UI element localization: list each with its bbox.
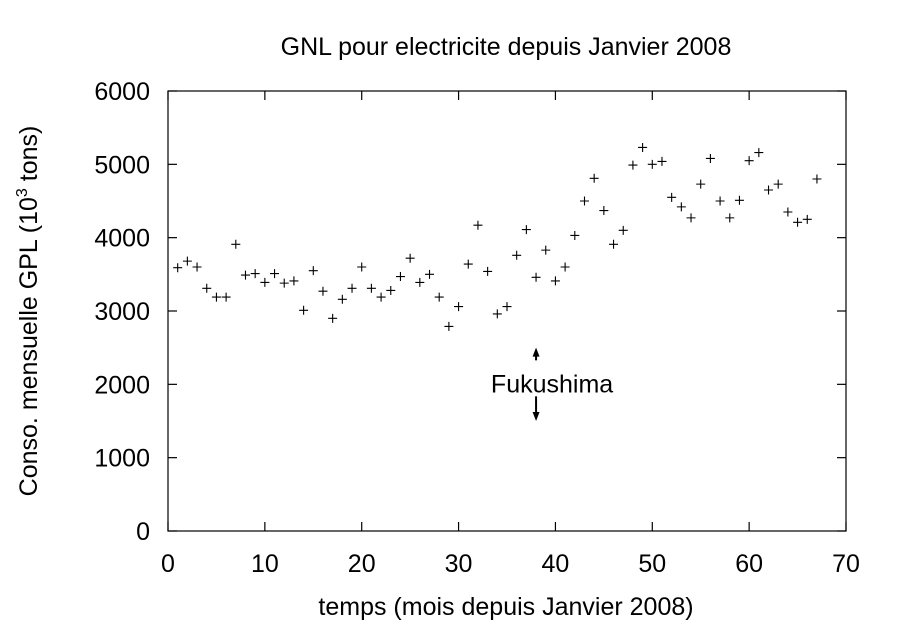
- y-axis-label-end: tons): [15, 126, 43, 189]
- y-tick-label: 3000: [94, 298, 150, 326]
- data-point-marker: [192, 262, 202, 272]
- data-point-marker: [473, 220, 483, 230]
- x-tick-label: 30: [445, 550, 473, 578]
- data-point-marker: [444, 321, 454, 331]
- annotation-arrowhead-up: [532, 347, 540, 357]
- data-point-marker: [502, 302, 512, 312]
- y-axis-ticks: 0 1000 2000 3000 4000 5000 6000: [94, 78, 846, 546]
- y-axis-label: Conso. mensuelle GPL (103 tons): [14, 126, 43, 497]
- x-tick-label: 50: [638, 550, 666, 578]
- y-tick-label: 6000: [94, 78, 150, 106]
- y-tick-label: 1000: [94, 445, 150, 473]
- data-point-marker: [347, 283, 357, 293]
- data-point-marker: [734, 195, 744, 205]
- data-point-marker: [521, 225, 531, 235]
- data-point-marker: [202, 283, 212, 293]
- data-point-marker: [560, 262, 570, 272]
- data-point-marker: [328, 313, 338, 323]
- data-point-marker: [463, 259, 473, 269]
- data-point-marker: [531, 272, 541, 282]
- data-point-marker: [550, 276, 560, 286]
- y-axis-label-main: Conso. mensuelle GPL (10: [15, 197, 43, 496]
- data-point-marker: [715, 196, 725, 206]
- x-axis-label: temps (mois depuis Janvier 2008): [318, 593, 693, 621]
- data-point-marker: [638, 142, 648, 152]
- annotation-arrowhead-down: [532, 412, 540, 421]
- data-point-marker: [754, 148, 764, 158]
- data-point-marker: [231, 239, 241, 249]
- data-point-marker: [589, 173, 599, 183]
- data-point-marker: [676, 202, 686, 212]
- data-point-marker: [628, 160, 638, 170]
- data-point-marker: [599, 206, 609, 216]
- data-point-marker: [318, 286, 328, 296]
- data-point-marker: [173, 263, 183, 273]
- data-point-marker: [376, 292, 386, 302]
- x-tick-label: 40: [542, 550, 570, 578]
- data-point-marker: [299, 305, 309, 315]
- data-point-marker: [415, 277, 425, 287]
- x-tick-label: 10: [251, 550, 279, 578]
- data-point-marker: [425, 269, 435, 279]
- x-tick-label: 0: [161, 550, 175, 578]
- y-tick-label: 4000: [94, 225, 150, 253]
- x-tick-label: 70: [832, 550, 860, 578]
- data-point-marker: [260, 277, 270, 287]
- data-point-marker: [579, 196, 589, 206]
- data-point-marker: [696, 179, 706, 189]
- data-point-marker: [647, 159, 657, 169]
- data-point-marker: [434, 292, 444, 302]
- data-point-marker: [541, 245, 551, 255]
- data-point-marker: [483, 266, 493, 276]
- data-point-marker: [744, 156, 754, 166]
- data-point-marker: [211, 292, 221, 302]
- data-point-marker: [793, 217, 803, 227]
- fukushima-annotation: Fukushima: [491, 347, 613, 421]
- annotation-label: Fukushima: [491, 370, 613, 398]
- data-point-marker: [386, 285, 396, 295]
- data-point-marker: [512, 250, 522, 260]
- data-point-marker: [764, 185, 774, 195]
- data-point-marker: [570, 230, 580, 240]
- data-point-marker: [773, 179, 783, 189]
- data-point-marker: [182, 256, 192, 266]
- y-tick-label: 5000: [94, 151, 150, 179]
- data-point-marker: [395, 272, 405, 282]
- data-point-marker: [812, 174, 822, 184]
- data-point-marker: [357, 262, 367, 272]
- data-point-marker: [454, 302, 464, 312]
- data-point-marker: [405, 253, 415, 263]
- data-point-marker: [337, 294, 347, 304]
- data-point-marker: [725, 213, 735, 223]
- data-point-marker: [667, 192, 677, 202]
- data-point-marker: [783, 207, 793, 217]
- data-point-marker: [270, 269, 280, 279]
- data-point-marker: [289, 276, 299, 286]
- y-tick-label: 2000: [94, 371, 150, 399]
- chart-title: GNL pour electricite depuis Janvier 2008: [281, 33, 732, 61]
- data-point-marker: [705, 153, 715, 163]
- data-point-marker: [609, 239, 619, 249]
- data-points: [173, 142, 822, 331]
- data-point-marker: [618, 225, 628, 235]
- data-point-marker: [686, 213, 696, 223]
- data-point-marker: [308, 266, 318, 276]
- y-axis-label-superscript: 3: [14, 188, 31, 197]
- data-point-marker: [366, 283, 376, 293]
- x-tick-label: 60: [735, 550, 763, 578]
- data-point-marker: [250, 269, 260, 279]
- data-point-marker: [240, 270, 250, 280]
- y-tick-label: 0: [136, 518, 150, 546]
- data-point-marker: [802, 214, 812, 224]
- x-axis-ticks: 0 10 20 30 40 50 60 70: [161, 91, 860, 578]
- data-point-marker: [279, 278, 289, 288]
- data-point-marker: [657, 156, 667, 166]
- data-point-marker: [492, 309, 502, 319]
- x-tick-label: 20: [348, 550, 376, 578]
- data-point-marker: [221, 292, 231, 302]
